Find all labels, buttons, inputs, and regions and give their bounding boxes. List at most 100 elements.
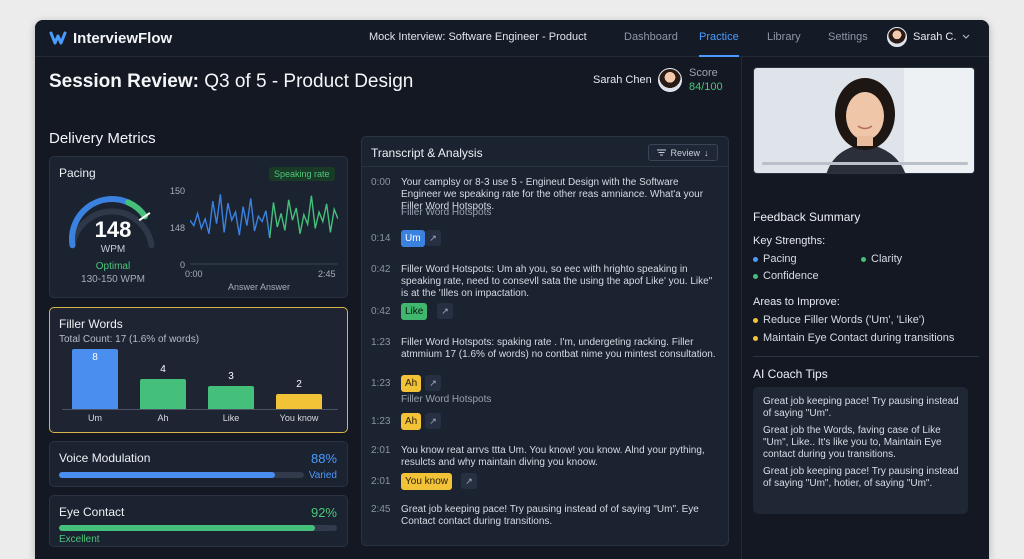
filler-total: Total Count: 17 (1.6% of words)	[59, 334, 200, 345]
wpm-unit: WPM	[100, 244, 126, 255]
top-bar: InterviewFlow Mock Interview: Software E…	[35, 20, 989, 57]
external-link-icon[interactable]: ↗	[461, 473, 477, 489]
y-tick-max: 150	[170, 186, 186, 196]
filler-tag[interactable]: Ah	[401, 413, 422, 430]
score-value: 84/100	[689, 81, 723, 93]
nav-practice[interactable]: Practice	[699, 31, 739, 57]
filler-tag[interactable]: Ah	[401, 375, 422, 392]
voice-status: Varied	[308, 470, 337, 481]
bullet-icon	[753, 256, 758, 262]
bullet-icon	[861, 256, 866, 262]
coach-tips-box: Great job keeping pace! Try pausing inst…	[753, 387, 968, 514]
transcript-text: Great job keeping pace! Try pausing inst…	[401, 504, 699, 527]
eye-status: Excellent	[59, 534, 100, 545]
filler-tag[interactable]: You know	[401, 473, 452, 490]
pacing-range: 130-150 WPM	[81, 274, 145, 285]
transcript-text: You know reat arrvs ttta Um. You know! y…	[401, 445, 705, 468]
x-tick-start: 0:00	[185, 269, 203, 279]
transcript-text: Filler Word Hotspots: Um ah you, so eec …	[401, 264, 713, 299]
candidate-name: Sarah Chen	[593, 74, 652, 86]
external-link-icon[interactable]: ↗	[425, 413, 441, 429]
coach-title: AI Coach Tips	[753, 367, 828, 381]
strength-item: Confidence	[753, 270, 819, 282]
voice-progress-fill	[59, 472, 275, 478]
avatar	[887, 27, 907, 47]
divider	[753, 356, 979, 357]
external-link-icon[interactable]: ↗	[425, 375, 441, 391]
timestamp: 1:23	[371, 378, 391, 389]
y-tick-min: 0	[180, 260, 186, 270]
filler-bar-label: Um	[88, 413, 102, 423]
candidate-video-frame	[754, 68, 974, 173]
external-link-icon[interactable]: ↗	[425, 230, 441, 246]
nav-library[interactable]: Library	[767, 31, 801, 43]
strength-item: Clarity	[861, 253, 902, 265]
side-panel: Feedback Summary Key Strengths: Pacing C…	[741, 57, 989, 559]
score-label: Score	[689, 67, 718, 79]
chevron-down-icon	[962, 34, 970, 39]
eye-progress-fill	[59, 525, 315, 531]
timestamp: 0:14	[371, 233, 391, 244]
timestamp: 1:23	[371, 337, 391, 348]
timestamp: 0:42	[371, 264, 391, 275]
sort-icon	[657, 149, 667, 156]
improve-title: Areas to Improve:	[753, 296, 840, 308]
voice-progress	[59, 472, 304, 478]
bullet-icon	[753, 317, 758, 323]
pacing-gauge	[69, 196, 155, 249]
eye-progress	[59, 525, 337, 531]
transcript-title: Transcript & Analysis	[371, 146, 483, 160]
nav-dashboard[interactable]: Dashboard	[624, 31, 678, 43]
filler-bar	[140, 379, 186, 409]
y-tick-mid: 148	[170, 223, 186, 233]
voice-title: Voice Modulation	[59, 451, 151, 465]
app-logo[interactable]: InterviewFlow	[49, 29, 172, 47]
timestamp: 2:01	[371, 445, 391, 456]
wpm-value: 148	[94, 217, 132, 242]
timestamp: 2:01	[371, 476, 391, 487]
eye-contact-card: Eye Contact 92% Excellent	[49, 495, 348, 547]
transcript-text: Filler Word Hotspots: spaking rate . I'm…	[401, 337, 716, 360]
timestamp: 0:00	[371, 177, 391, 188]
filler-bar-chart: 8 Um 4 Ah 3 Like 2 You know	[50, 308, 349, 434]
app-name: InterviewFlow	[73, 29, 173, 47]
speaking-rate-badge: Speaking rate	[269, 167, 335, 181]
nav-settings[interactable]: Settings	[828, 31, 868, 43]
coach-tip: Great job the Words, faving case of Like…	[763, 425, 942, 460]
filler-bar-value: 3	[228, 371, 234, 382]
pacing-title: Pacing	[59, 166, 96, 180]
speaking-rate-chart	[190, 194, 338, 265]
video-progress[interactable]	[762, 162, 968, 165]
user-menu[interactable]: Sarah C.	[887, 27, 970, 47]
review-label: Review	[670, 147, 700, 158]
hotspot-label: Filler Word Hotspots	[401, 207, 492, 218]
transcript-text: Your camplsy or 8-3 use 5 - Engineut Des…	[401, 177, 704, 212]
timestamp: 1:23	[371, 416, 391, 427]
app-window: InterviewFlow Mock Interview: Software E…	[35, 20, 989, 559]
x-tick-end: 2:45	[318, 269, 336, 279]
voice-value: 88%	[310, 451, 337, 466]
eye-title: Eye Contact	[59, 505, 125, 519]
filler-bar-value: 8	[92, 352, 98, 363]
filler-bar-label: You know	[279, 413, 319, 423]
candidate-avatar	[658, 68, 682, 92]
strength-item: Pacing	[753, 253, 797, 265]
x-axis-line	[62, 409, 338, 410]
filler-tag[interactable]: Like	[401, 303, 428, 320]
transcript-header: Transcript & Analysis Review ↓	[362, 137, 728, 167]
filler-bar-value: 2	[296, 379, 302, 390]
bullet-icon	[753, 273, 758, 279]
feedback-title: Feedback Summary	[753, 210, 861, 224]
transcript-card: Transcript & Analysis Review ↓ 0:00 Your …	[361, 136, 729, 546]
review-sort-button[interactable]: Review ↓	[648, 144, 718, 161]
coach-tip: Great job keeping pace! Try pausing inst…	[763, 396, 959, 419]
eye-value: 92%	[310, 505, 337, 520]
filler-tag[interactable]: Um	[401, 230, 425, 247]
filler-bar	[276, 394, 322, 409]
filler-bar	[208, 386, 254, 409]
candidate-video[interactable]	[753, 67, 975, 174]
section-heading: Delivery Metrics	[49, 130, 156, 147]
external-link-icon[interactable]: ↗	[437, 303, 453, 319]
page-title: Session Review: Q3 of 5 - Product Design	[49, 71, 414, 92]
timestamp: 2:45	[371, 504, 391, 515]
